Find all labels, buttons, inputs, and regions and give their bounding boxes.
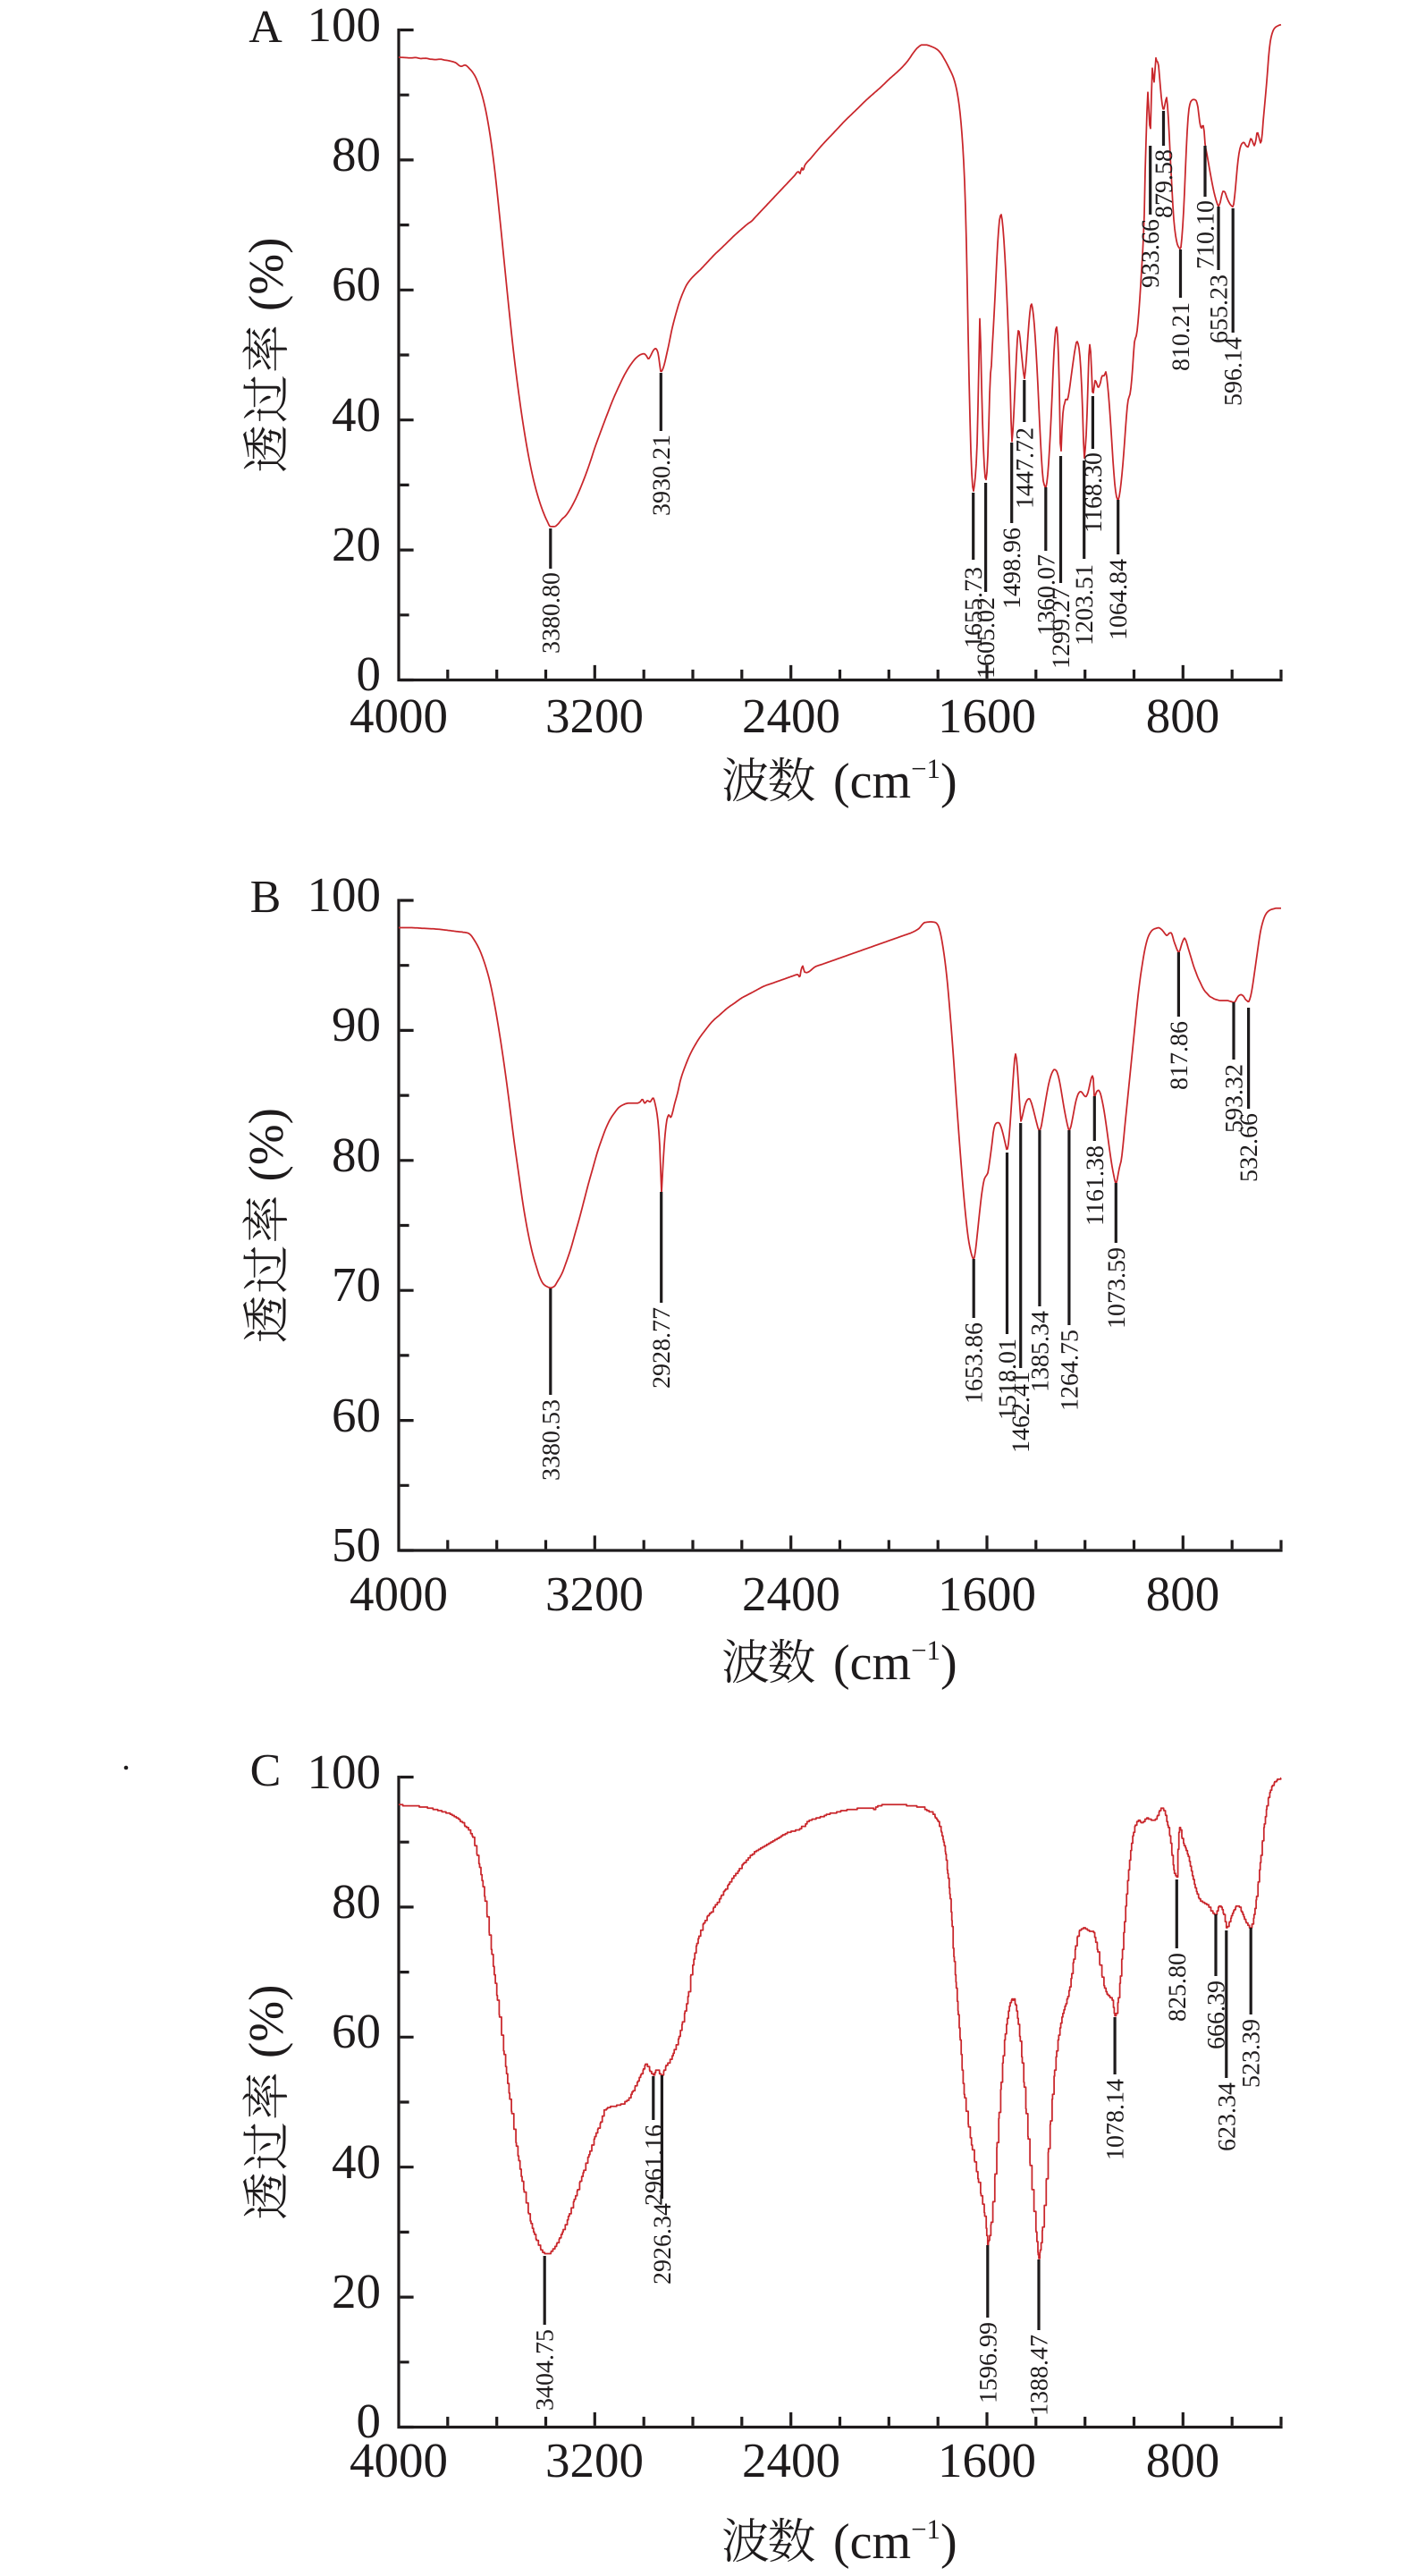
svg-text:810.21: 810.21: [1168, 302, 1195, 371]
svg-text:1600: 1600: [938, 688, 1036, 743]
svg-text:1064.84: 1064.84: [1105, 559, 1133, 640]
svg-text:1078.14: 1078.14: [1102, 2079, 1130, 2160]
svg-text:817.86: 817.86: [1166, 1021, 1193, 1090]
svg-text:1655.73: 1655.73: [960, 567, 988, 648]
svg-text:1264.75: 1264.75: [1056, 1330, 1083, 1411]
svg-text:1447.72: 1447.72: [1011, 427, 1039, 509]
svg-text:523.39: 523.39: [1238, 2019, 1266, 2088]
svg-text:1203.51: 1203.51: [1071, 564, 1099, 646]
svg-text:3380.80: 3380.80: [537, 572, 565, 654]
svg-text:710.10: 710.10: [1193, 200, 1220, 269]
svg-text:2400: 2400: [742, 688, 840, 743]
svg-text:4000: 4000: [350, 2433, 448, 2487]
svg-text:A: A: [249, 2, 282, 53]
svg-text:596.14: 596.14: [1220, 337, 1248, 406]
svg-text:933.66: 933.66: [1137, 219, 1165, 288]
svg-text:1161.38: 1161.38: [1082, 1145, 1109, 1226]
svg-text:20: 20: [332, 2264, 381, 2318]
svg-text:655.23: 655.23: [1206, 274, 1234, 343]
svg-text:1600: 1600: [938, 1567, 1036, 1621]
svg-text:1600: 1600: [938, 2433, 1036, 2487]
svg-text:1388.47: 1388.47: [1026, 2335, 1054, 2416]
svg-text:1299.27: 1299.27: [1048, 587, 1075, 669]
svg-text:1518.01: 1518.01: [994, 1339, 1022, 1420]
svg-text:800: 800: [1146, 688, 1220, 743]
svg-text:2926.34: 2926.34: [649, 2203, 677, 2285]
svg-text:532.66: 532.66: [1235, 1113, 1263, 1182]
svg-text:100: 100: [308, 0, 382, 52]
svg-text:4000: 4000: [350, 1567, 448, 1621]
svg-text:1596.99: 1596.99: [974, 2322, 1002, 2403]
svg-text:1385.34: 1385.34: [1026, 1311, 1054, 1392]
svg-text:1462.41: 1462.41: [1008, 1372, 1035, 1453]
svg-text:(%): (%): [239, 1985, 293, 2058]
svg-text:2928.77: 2928.77: [648, 1307, 676, 1389]
svg-text:3380.53: 3380.53: [537, 1399, 565, 1481]
svg-text:3200: 3200: [545, 2433, 644, 2487]
svg-text:40: 40: [332, 387, 381, 442]
svg-text:593.32: 593.32: [1221, 1064, 1249, 1133]
svg-text:1653.86: 1653.86: [961, 1322, 989, 1404]
svg-text:20: 20: [332, 517, 381, 571]
svg-text:1498.96: 1498.96: [999, 528, 1026, 609]
svg-text:879.58: 879.58: [1151, 149, 1178, 218]
svg-text:0: 0: [357, 646, 382, 701]
svg-text:4000: 4000: [350, 688, 448, 743]
svg-text:C: C: [250, 1745, 282, 1796]
svg-text:90: 90: [332, 997, 381, 1052]
svg-text:800: 800: [1146, 2433, 1220, 2487]
svg-text:(%): (%): [239, 1108, 293, 1181]
svg-text:70: 70: [332, 1257, 381, 1312]
svg-text:60: 60: [332, 257, 381, 311]
svg-text:(cm−1): (cm−1): [833, 1634, 957, 1691]
svg-text:825.80: 825.80: [1164, 1953, 1192, 2022]
svg-text:3200: 3200: [545, 1567, 644, 1621]
svg-text:100: 100: [308, 1744, 382, 1799]
svg-text:80: 80: [332, 1874, 381, 1929]
svg-text:80: 80: [332, 127, 381, 182]
svg-text:40: 40: [332, 2134, 381, 2189]
svg-text:623.34: 623.34: [1213, 2082, 1241, 2151]
svg-text:3200: 3200: [545, 688, 644, 743]
svg-text:3404.75: 3404.75: [532, 2329, 560, 2411]
svg-text:0: 0: [357, 2394, 382, 2448]
svg-text:2400: 2400: [742, 2433, 840, 2487]
svg-text:800: 800: [1146, 1567, 1220, 1621]
svg-text:(%): (%): [239, 238, 293, 311]
svg-text:3930.21: 3930.21: [648, 435, 676, 516]
svg-text:B: B: [250, 872, 282, 923]
svg-text:1605.02: 1605.02: [973, 597, 1000, 679]
svg-text:1360.07: 1360.07: [1033, 554, 1060, 636]
svg-text:1168.30: 1168.30: [1080, 452, 1108, 533]
svg-text:60: 60: [332, 2004, 381, 2058]
svg-text:50: 50: [332, 1517, 381, 1572]
svg-text:2961.16: 2961.16: [640, 2124, 668, 2206]
svg-text:2400: 2400: [742, 1567, 840, 1621]
svg-text:80: 80: [332, 1128, 381, 1182]
svg-text:1073.59: 1073.59: [1103, 1247, 1131, 1329]
svg-text:60: 60: [332, 1388, 381, 1442]
svg-text:100: 100: [308, 867, 382, 922]
